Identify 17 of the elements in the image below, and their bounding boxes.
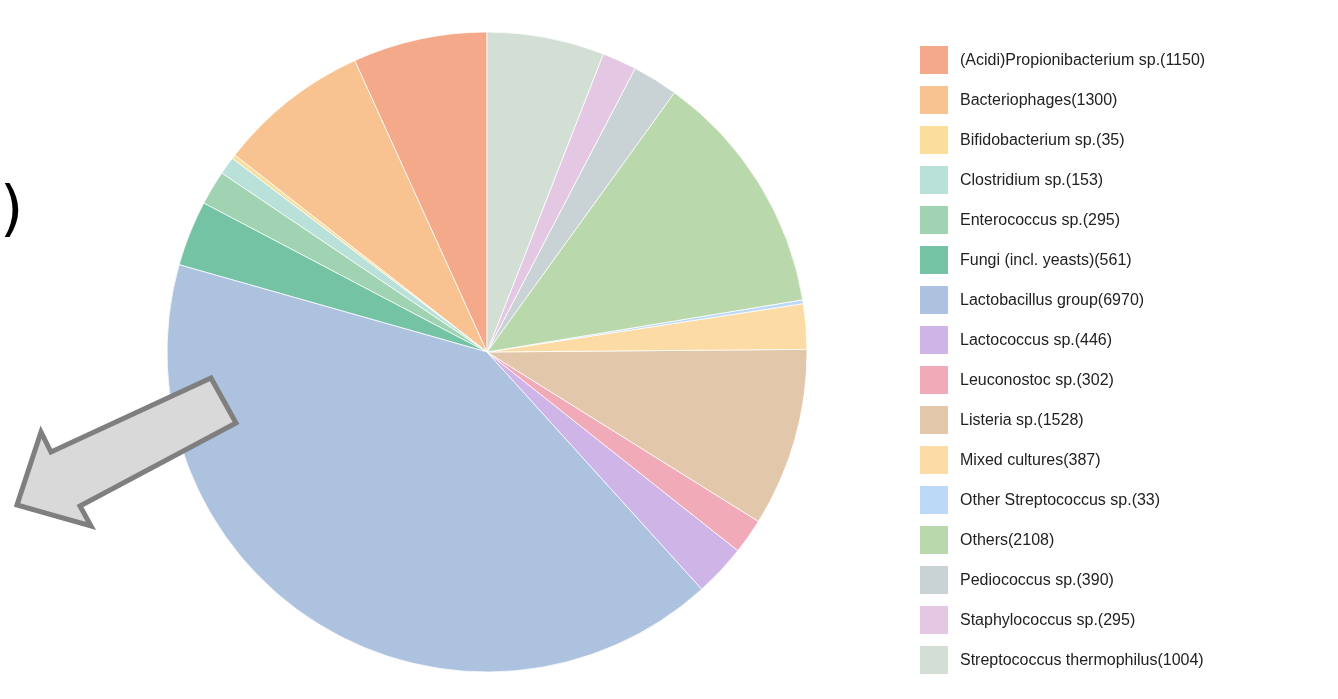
legend-label: Other Streptococcus sp.(33): [960, 491, 1161, 508]
legend-label: Bacteriophages(1300): [960, 91, 1118, 108]
legend-label: Mixed cultures(387): [960, 451, 1101, 468]
legend-label: (Acidi)Propionibacterium sp.(1150): [960, 51, 1206, 68]
legend-label: Listeria sp.(1528): [960, 411, 1084, 428]
legend-label: Lactococcus sp.(446): [960, 331, 1113, 348]
legend-label: Staphylococcus sp.(295): [960, 611, 1136, 628]
legend-label: Leuconostoc sp.(302): [960, 371, 1114, 388]
legend-label: Lactobacillus group(6970): [960, 291, 1145, 308]
legend-label: Bifidobacterium sp.(35): [960, 131, 1125, 148]
legend-label: Streptococcus thermophilus(1004): [960, 651, 1204, 668]
legend-label: Others(2108): [960, 531, 1055, 548]
legend-label: Clostridium sp.(153): [960, 171, 1104, 188]
legend-label: Enterococcus sp.(295): [960, 211, 1121, 228]
legend-label: Pediococcus sp.(390): [960, 571, 1114, 588]
legend-label: Fungi (incl. yeasts)(561): [960, 251, 1132, 268]
text: ): [0, 173, 24, 243]
